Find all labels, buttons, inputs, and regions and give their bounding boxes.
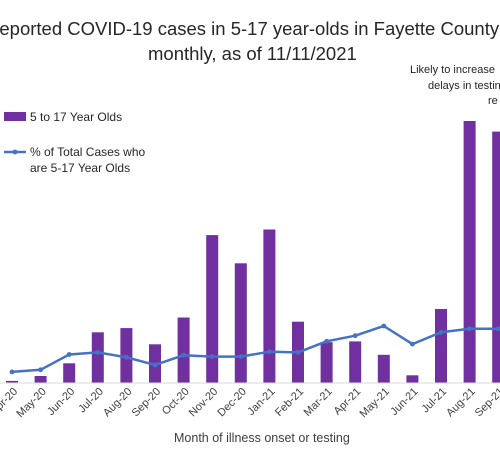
line-point-Apr-20	[9, 369, 15, 375]
chart-title: Reported COVID-19 cases in 5-17 year-old…	[0, 18, 500, 64]
bar-Jun-20	[63, 363, 76, 383]
legend-swatch-line-marker	[12, 149, 18, 155]
bar-Jul-20	[91, 332, 104, 383]
line-point-Mar-21	[324, 338, 329, 344]
line-point-Jan-21	[267, 349, 272, 355]
x-tick-label-Dec-20: Dec-20	[215, 386, 249, 420]
bar-Nov-20	[206, 235, 219, 383]
line-point-May-21	[381, 323, 387, 329]
chart-title-line-2: monthly, as of 11/11/2021	[148, 43, 357, 64]
bar-May-20	[34, 376, 47, 383]
bar-Apr-21	[349, 341, 362, 383]
x-tick-labels: Apr-20May-20Jun-20Jul-20Aug-20Sep-20Oct-…	[0, 386, 500, 420]
line-point-Jun-20	[66, 352, 72, 357]
line-point-Jul-20	[95, 350, 101, 355]
x-tick-label-Oct-20: Oct-20	[160, 386, 192, 418]
bar-Jan-21	[263, 229, 276, 383]
line-point-Sep-20	[152, 362, 158, 368]
chart-title-line-1: Reported COVID-19 cases in 5-17 year-old…	[0, 18, 500, 39]
bar-Dec-20	[234, 263, 247, 383]
bar-May-21	[377, 354, 390, 383]
bar-Mar-21	[320, 342, 333, 383]
line-point-Dec-20	[238, 354, 244, 359]
x-tick-label-Jun-21: Jun-21	[388, 386, 420, 418]
x-tick-label-Mar-21: Mar-21	[302, 386, 335, 419]
legend-label-bars: 5 to 17 Year Olds	[30, 110, 122, 124]
line-point-Feb-21	[295, 350, 301, 355]
bar-Aug-21	[463, 121, 476, 383]
legend-swatch-bars	[4, 112, 26, 121]
annotation-line-2: delays in testin	[428, 80, 500, 92]
line-point-Nov-20	[209, 354, 215, 359]
bar-Jun-21	[406, 375, 419, 383]
line-point-Jul-21	[438, 329, 444, 335]
bar-Oct-20	[177, 317, 190, 383]
x-tick-label-May-20: May-20	[14, 386, 48, 420]
annotation-line-1: Likely to increase	[410, 64, 495, 76]
x-tick-label-Jan-21: Jan-21	[245, 386, 277, 418]
line-point-Oct-20	[181, 352, 187, 358]
x-tick-label-Aug-20: Aug-20	[101, 386, 135, 420]
x-tick-label-Sep-20: Sep-20	[130, 386, 164, 420]
x-tick-label-Nov-20: Nov-20	[187, 386, 221, 420]
line-point-Aug-21	[467, 326, 472, 332]
x-tick-label-Jun-20: Jun-20	[45, 386, 77, 418]
line-point-Sep-21	[495, 326, 500, 332]
bar-Sep-21	[492, 131, 500, 383]
bar-Apr-20	[6, 380, 18, 383]
x-axis-title: Month of illness onset or testing	[174, 431, 350, 445]
x-tick-label-Sep-21: Sep-21	[473, 386, 500, 420]
line-point-Jun-21	[410, 341, 415, 347]
annotation-line-3: re	[488, 95, 498, 107]
x-tick-label-Aug-21: Aug-21	[444, 386, 478, 420]
line-series-path	[11, 324, 500, 374]
line-point-Aug-20	[124, 354, 129, 360]
legend-label-line-1: % of Total Cases who	[30, 145, 145, 159]
legend-label-line-2: are 5-17 Year Olds	[30, 161, 130, 175]
line-point-Apr-21	[352, 333, 358, 339]
chart-legend: 5 to 17 Year Olds % of Total Cases who a…	[4, 110, 145, 175]
bar-Jul-21	[435, 309, 447, 383]
line-point-May-20	[38, 367, 43, 373]
line-series	[9, 323, 500, 375]
chart-annotation: Likely to increase delays in testin re	[410, 64, 500, 107]
x-tick-label-May-21: May-21	[358, 386, 392, 420]
x-tick-label-Feb-21: Feb-21	[273, 386, 306, 419]
